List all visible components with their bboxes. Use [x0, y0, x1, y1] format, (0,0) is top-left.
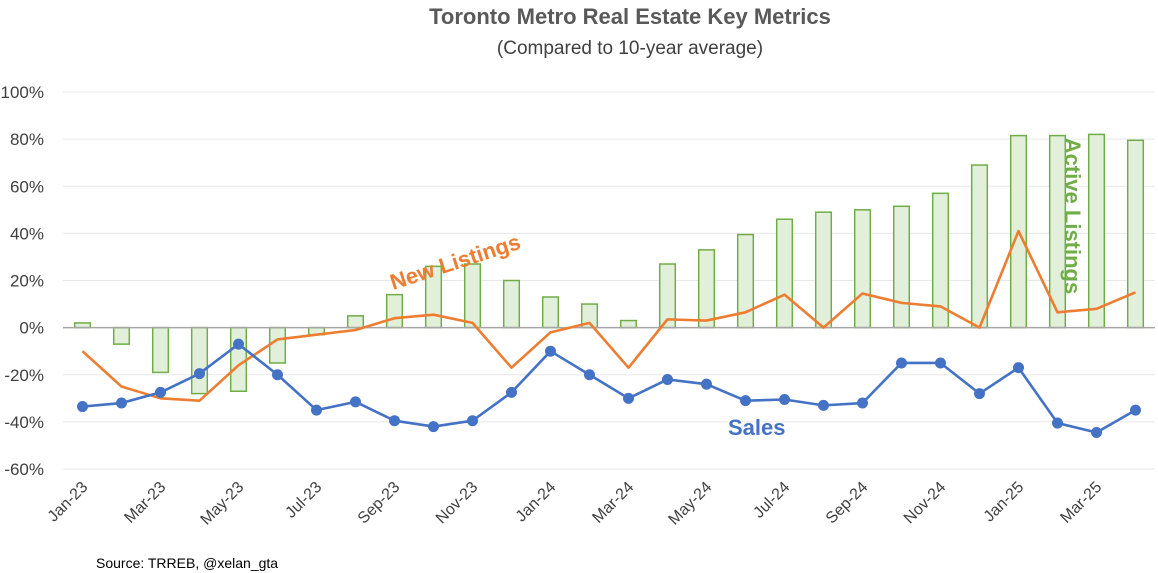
y-tick-label: 60%: [10, 177, 44, 196]
x-tick-label: Jul-24: [750, 479, 793, 522]
sales-point: [155, 386, 166, 398]
active-listings-bar: [346, 315, 365, 329]
sales-line: [82, 342, 1137, 434]
sales-point: [623, 392, 634, 404]
active-listings-bar: [385, 293, 404, 329]
y-tick-label: 20%: [10, 272, 44, 291]
active-listings-bar: [541, 296, 560, 329]
y-tick-label: -20%: [4, 366, 44, 385]
new-listings-line: [81, 229, 1137, 402]
x-tick-label: Jan-24: [513, 479, 560, 526]
source-note: Source: TRREB, @xelan_gta: [96, 555, 278, 571]
active-listings-bar: [775, 218, 794, 329]
active-listings-bar: [1126, 139, 1145, 329]
sales-annotation: Sales: [728, 415, 786, 440]
active-listings-bar: [229, 326, 248, 392]
sales-point: [1091, 426, 1102, 438]
sales-point: [1013, 362, 1024, 374]
sales-point: [896, 357, 907, 369]
x-tick-label: Sep-24: [823, 479, 872, 528]
sales-point: [350, 396, 361, 408]
sales-point: [77, 401, 88, 413]
sales-point: [428, 421, 439, 433]
sales-point: [584, 369, 595, 381]
sales-point: [467, 415, 478, 427]
sales-point: [818, 399, 829, 411]
sales-point: [272, 369, 283, 381]
x-tick-label: Jul-23: [282, 479, 325, 522]
y-tick-label: -60%: [4, 460, 44, 479]
chart-title: Toronto Metro Real Estate Key Metrics: [429, 4, 831, 29]
active-listings-bar: [268, 326, 287, 364]
sales-point: [311, 404, 322, 416]
sales-point: [662, 373, 673, 385]
x-tick-label: Mar-25: [1057, 479, 1105, 527]
active-listings-bar: [502, 279, 521, 329]
active-listings-bar: [151, 326, 170, 374]
x-axis-ticks: Jan-23 Mar-23 May-23 Jul-23 Sep-23 Nov-23 Jan-…: [45, 479, 1106, 529]
y-tick-label: 80%: [10, 130, 44, 149]
active-listings-bar: [853, 209, 872, 329]
active-listings-bar: [463, 263, 482, 329]
y-tick-label: 40%: [10, 224, 44, 243]
active-listings-bar: [1087, 133, 1106, 329]
gridlines: [63, 91, 1155, 470]
x-tick-label: Jan-25: [981, 479, 1028, 526]
active-listings-bar: [112, 326, 131, 345]
sales-point: [506, 386, 517, 398]
y-tick-label: -40%: [4, 413, 44, 432]
active-listings-bar: [619, 319, 638, 329]
active-listings-bar: [970, 164, 989, 329]
x-tick-label: Mar-24: [589, 479, 637, 527]
active-listings-bar: [697, 249, 716, 329]
active-listings-annotation: Active Listings: [1060, 138, 1085, 294]
sales-point: [1130, 404, 1141, 416]
y-tick-label: 100%: [1, 83, 44, 102]
x-tick-label: Nov-23: [433, 479, 482, 528]
y-axis-ticks: -60% -40% -20% 0% 20% 40% 60% 80% 100%: [1, 83, 44, 479]
active-listings-bar: [814, 211, 833, 329]
sales-point: [857, 397, 868, 409]
chart-subtitle: (Compared to 10-year average): [497, 38, 763, 59]
sales-point: [545, 345, 556, 357]
active-listings-bar: [190, 326, 209, 395]
sales-point: [935, 357, 946, 369]
active-listings-bar: [892, 205, 911, 329]
sales-point: [701, 378, 712, 390]
sales-point: [1052, 417, 1063, 429]
sales-point: [233, 338, 244, 350]
sales-point: [194, 368, 205, 380]
sales-point: [974, 388, 985, 400]
sales-point: [740, 395, 751, 407]
x-tick-label: May-24: [666, 479, 716, 529]
x-tick-label: Mar-23: [121, 479, 169, 527]
active-listings-bars: [73, 133, 1145, 395]
sales-point: [779, 393, 790, 405]
sales-point: [116, 397, 127, 409]
x-tick-label: Sep-23: [355, 479, 404, 528]
x-tick-label: Nov-24: [901, 479, 950, 528]
y-tick-label: 0%: [19, 319, 44, 338]
x-tick-label: Jan-23: [45, 479, 92, 526]
sales-point: [389, 415, 400, 427]
x-tick-label: May-23: [198, 479, 248, 529]
line-series: [77, 229, 1141, 438]
